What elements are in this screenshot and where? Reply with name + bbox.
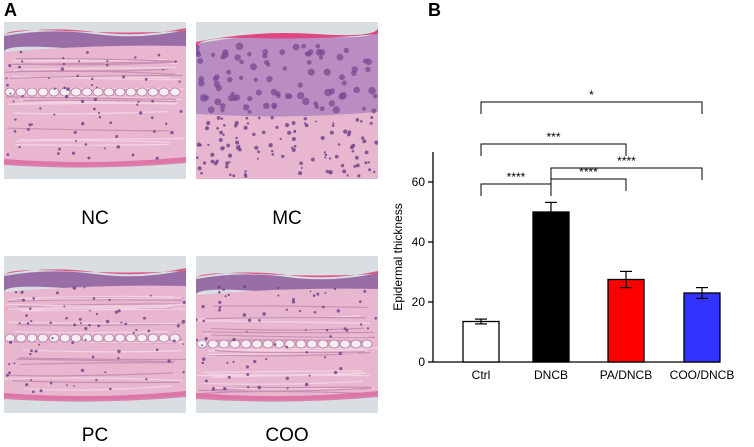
bar-pa-dncb <box>607 278 645 363</box>
bar-chart: Epidermal thickness 0 20 40 60 Ctrl DNCB PA/DN… <box>391 88 735 382</box>
histology-label-mc: MC <box>272 208 302 229</box>
significance-label: **** <box>507 170 526 184</box>
x-tick-label: COO/DNCB <box>670 368 735 382</box>
histology-image-coo <box>196 256 378 413</box>
y-tick-label: 40 <box>412 235 426 249</box>
significance-bracket <box>480 143 627 156</box>
significance-bracket <box>550 167 703 180</box>
histology-label-coo: COO <box>265 425 309 446</box>
significance-label: *** <box>546 130 560 144</box>
panel-a-letter: A <box>4 0 17 20</box>
histology-label-pc: PC <box>81 425 109 446</box>
histology-image-mc <box>196 22 378 179</box>
histology-image-nc <box>4 22 186 179</box>
x-tick-label: Ctrl <box>472 368 491 382</box>
bar-dncb <box>532 211 570 363</box>
bar-coo-dncb <box>683 292 721 363</box>
x-tick-label: DNCB <box>534 368 568 382</box>
significance-bracket <box>480 101 703 114</box>
y-axis-label: Epidermal thickness <box>391 203 405 310</box>
x-tick-label: PA/DNCB <box>600 368 652 382</box>
significance-bracket <box>480 183 552 196</box>
significance-label: * <box>589 88 594 102</box>
significance-label: **** <box>579 165 598 179</box>
histology-image-pc <box>4 256 186 413</box>
panel-b-letter: B <box>428 0 441 20</box>
y-tick-label: 20 <box>412 295 426 309</box>
histology-label-nc: NC <box>81 208 109 229</box>
y-tick-label: 0 <box>418 355 425 369</box>
y-tick-label: 60 <box>412 175 426 189</box>
bar-ctrl <box>462 320 500 363</box>
significance-label: **** <box>617 154 636 168</box>
significance-bracket <box>550 178 627 191</box>
